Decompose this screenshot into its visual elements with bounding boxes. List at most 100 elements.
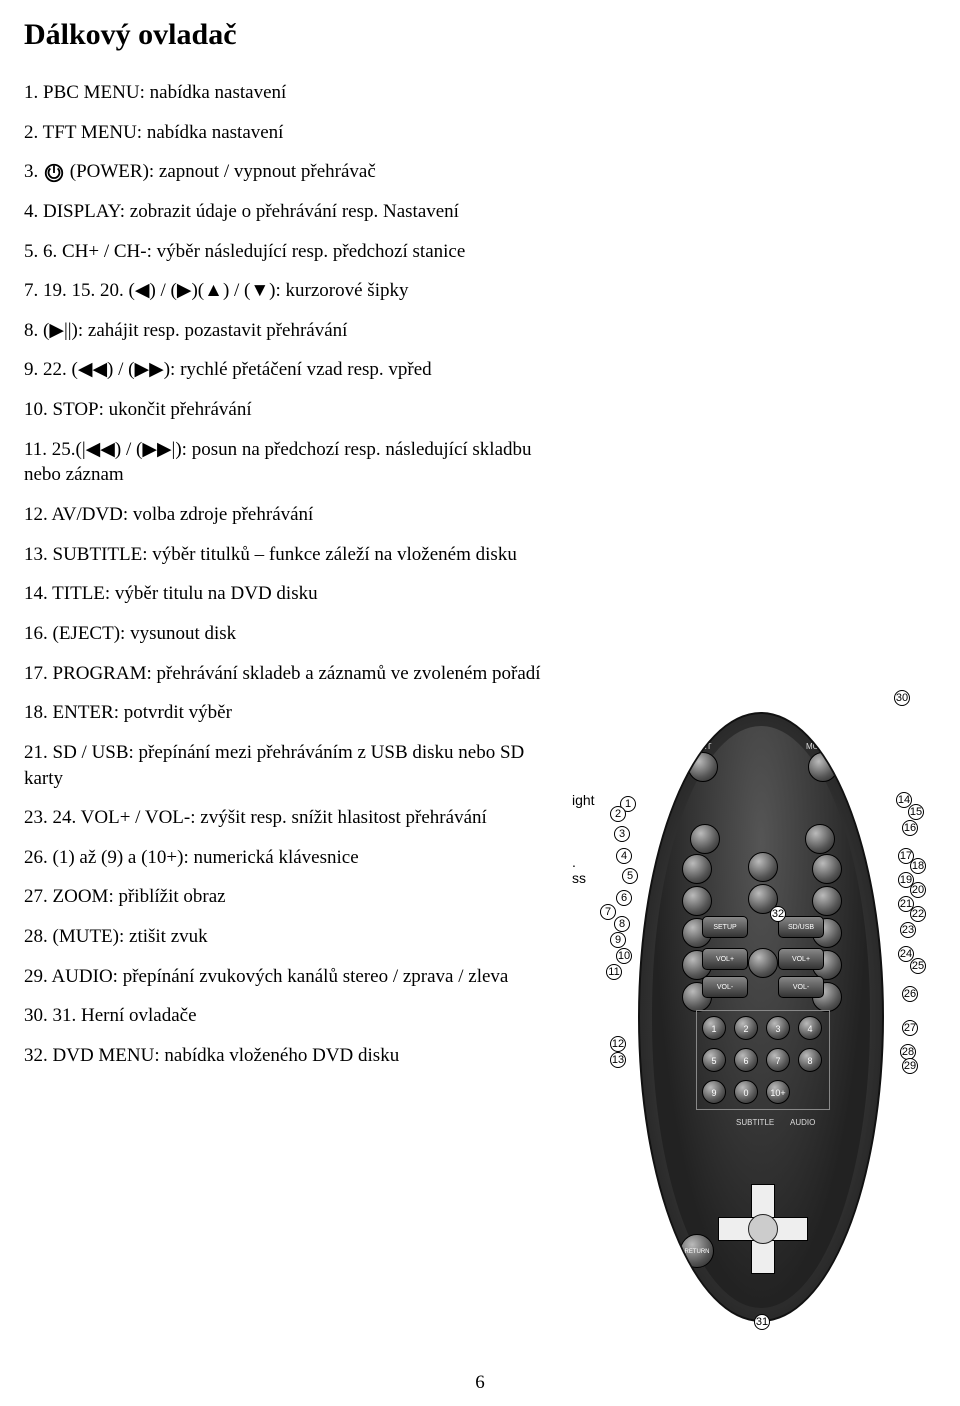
key-label: 2 [735, 1017, 757, 1041]
key-label: 0 [735, 1081, 757, 1105]
desc-item: 4. DISPLAY: zobrazit údaje o přehrávání … [24, 199, 564, 225]
callout-number: 29 [902, 1058, 918, 1074]
key-label: 1 [703, 1017, 725, 1041]
desc-item: 17. PROGRAM: přehrávání skladeb a záznam… [24, 661, 564, 687]
remote-rect-button: VOL+ [778, 948, 824, 970]
key-label: 3 [767, 1017, 789, 1041]
callout-number: 31 [754, 1314, 770, 1330]
desc-item: 30. 31. Herní ovladače [24, 1003, 564, 1029]
key-label: 6 [735, 1049, 757, 1073]
callout-23: 23 [900, 922, 916, 938]
desc-item: 9. 22. (◀◀) / (▶▶): rychlé přetáčení vza… [24, 357, 564, 383]
keypad-key: 10+ [766, 1080, 790, 1104]
callout-number: 32 [770, 906, 786, 922]
keypad-key: 5 [702, 1048, 726, 1072]
callout-25: 25 [910, 958, 926, 974]
remote-rect-button: VOL+ [702, 948, 748, 970]
remote-label: SUBTITLE [736, 1118, 774, 1127]
desc-item: 11. 25.(|◀◀) / (▶▶|): posun na předchozí… [24, 437, 564, 488]
callout-30: 30 [894, 690, 910, 706]
desc-item: 29. AUDIO: přepínání zvukových kanálů st… [24, 964, 564, 990]
remote-label: VOL+ [703, 949, 747, 971]
desc-item: 2. TFT MENU: nabídka nastavení [24, 120, 564, 146]
remote-body: STARTMODESETUPSD/USBVOL+VOL+VOL-VOL-1234… [638, 712, 884, 1322]
callout-13: 13 [610, 1052, 626, 1068]
callout-number: 9 [610, 932, 626, 948]
remote-button [688, 752, 718, 782]
callout-11: 11 [606, 964, 622, 980]
callout-22: 22 [910, 906, 926, 922]
remote-button [812, 886, 842, 916]
callout-29: 29 [902, 1058, 918, 1074]
callout-9: 9 [610, 932, 626, 948]
desc-item: 1. PBC MENU: nabídka nastavení [24, 80, 564, 106]
remote-label: AUDIO [790, 1118, 815, 1127]
dpad-center [748, 1214, 778, 1244]
remote-label: VOL- [703, 977, 747, 999]
callout-31: 31 [754, 1314, 770, 1330]
callout-number: 26 [902, 986, 918, 1002]
remote-button [805, 824, 835, 854]
remote-label: SETUP [703, 917, 747, 939]
desc-item: 14. TITLE: výběr titulu na DVD disku [24, 581, 564, 607]
remote-button [682, 886, 712, 916]
desc-item: 8. (▶||): zahájit resp. pozastavit přehr… [24, 318, 564, 344]
remote-rect-button: SETUP [702, 916, 748, 938]
keypad-key: 4 [798, 1016, 822, 1040]
desc-item: 23. 24. VOL+ / VOL-: zvýšit resp. snížit… [24, 805, 564, 831]
remote-button [690, 824, 720, 854]
key-label: 4 [799, 1017, 821, 1041]
callout-number: 10 [616, 948, 632, 964]
remote-label: START [686, 742, 711, 751]
callout-16: 16 [902, 820, 918, 836]
desc-item: 16. (EJECT): vysunout disk [24, 621, 564, 647]
callout-number: 2 [610, 806, 626, 822]
remote-button [748, 852, 778, 882]
key-label: 7 [767, 1049, 789, 1073]
description-list: 1. PBC MENU: nabídka nastavení 2. TFT MEN… [24, 80, 564, 1069]
remote-label: VOL+ [779, 949, 823, 971]
keypad-key: 9 [702, 1080, 726, 1104]
side-label-ss: ss [572, 870, 586, 886]
callout-number: 3 [614, 826, 630, 842]
callout-12: 12 [610, 1036, 626, 1052]
keypad-key: 0 [734, 1080, 758, 1104]
desc-item: 28. (MUTE): ztišit zvuk [24, 924, 564, 950]
remote-button [812, 854, 842, 884]
keypad-key: 6 [734, 1048, 758, 1072]
callout-number: 16 [902, 820, 918, 836]
side-label-ight: ight [572, 792, 595, 808]
callout-number: 6 [616, 890, 632, 906]
power-icon [43, 162, 65, 184]
remote-rect-button: VOL- [702, 976, 748, 998]
key-label: 8 [799, 1049, 821, 1073]
remote-rect-button: VOL- [778, 976, 824, 998]
remote-diagram-panel: ight . ss STARTMODESETUPSD/USBVOL+VOL+VO… [570, 690, 950, 1340]
desc-item: 21. SD / USB: přepínání mezi přehráváním… [24, 740, 564, 791]
keypad-key: 2 [734, 1016, 758, 1040]
remote-button [808, 752, 838, 782]
key-label: 9 [703, 1081, 725, 1105]
callout-number: 12 [610, 1036, 626, 1052]
callout-27: 27 [902, 1020, 918, 1036]
callout-number: 5 [622, 868, 638, 884]
desc-item: 32. DVD MENU: nabídka vloženého DVD disk… [24, 1043, 564, 1069]
callout-2: 2 [610, 806, 626, 822]
callout-4: 4 [616, 848, 632, 864]
callout-number: 11 [606, 964, 622, 980]
desc-item: 12. AV/DVD: volba zdroje přehrávání [24, 502, 564, 528]
callout-number: 15 [908, 804, 924, 820]
key-label: 5 [703, 1049, 725, 1073]
desc-item: 27. ZOOM: přiblížit obraz [24, 884, 564, 910]
callout-15: 15 [908, 804, 924, 820]
desc-item: 10. STOP: ukončit přehrávání [24, 397, 564, 423]
callout-26: 26 [902, 986, 918, 1002]
page-number: 6 [0, 1372, 960, 1394]
callout-number: 23 [900, 922, 916, 938]
desc-item: 7. 19. 15. 20. (◀) / (▶)(▲) / (▼): kurzo… [24, 278, 564, 304]
callout-number: 22 [910, 906, 926, 922]
callout-10: 10 [616, 948, 632, 964]
callout-number: 27 [902, 1020, 918, 1036]
callout-number: 8 [614, 916, 630, 932]
callout-3: 3 [614, 826, 630, 842]
